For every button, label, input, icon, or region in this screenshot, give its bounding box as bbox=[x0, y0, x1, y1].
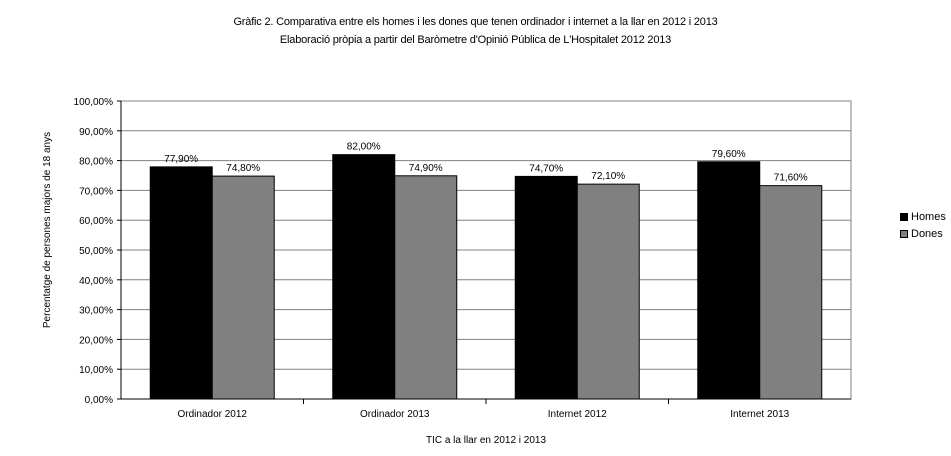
legend-item-homes: Homes bbox=[900, 211, 946, 223]
data-label: 72,10% bbox=[591, 171, 625, 182]
legend-label-homes: Homes bbox=[911, 211, 946, 223]
y-tick-label: 90,00% bbox=[79, 127, 113, 138]
data-label: 74,70% bbox=[529, 163, 563, 174]
chart-subtitle: Elaboració pròpia a partir del Baròmetre… bbox=[279, 34, 672, 46]
bar-dones bbox=[759, 185, 823, 400]
y-tick-label: 10,00% bbox=[79, 365, 113, 376]
x-tick-label: Ordinador 2013 bbox=[360, 409, 430, 420]
y-tick-label: 70,00% bbox=[79, 186, 113, 197]
data-label: 77,90% bbox=[164, 154, 198, 165]
bar-homes bbox=[514, 175, 578, 400]
y-tick-label: 60,00% bbox=[79, 216, 113, 227]
data-label: 79,60% bbox=[712, 149, 746, 160]
y-tick-label: 30,00% bbox=[79, 306, 113, 317]
bar-dones bbox=[394, 175, 458, 400]
y-tick-label: 50,00% bbox=[79, 246, 113, 257]
y-axis-title: Percentatge de persones majors de 18 any… bbox=[42, 132, 53, 328]
data-label: 74,90% bbox=[409, 163, 443, 174]
data-label: 82,00% bbox=[347, 142, 381, 153]
y-tick-label: 100,00% bbox=[74, 97, 114, 108]
chart-title: Gràfic 2. Comparativa entre els homes i … bbox=[233, 16, 718, 28]
y-tick-label: 40,00% bbox=[79, 276, 113, 287]
bar-dones bbox=[576, 183, 640, 400]
legend-label-dones: Dones bbox=[911, 228, 943, 240]
bar-homes bbox=[697, 161, 761, 400]
bar-dones bbox=[211, 175, 275, 400]
legend-item-dones: Dones bbox=[900, 228, 943, 240]
data-label: 71,60% bbox=[774, 173, 808, 184]
x-tick-label: Ordinador 2012 bbox=[178, 409, 248, 420]
y-tick-label: 20,00% bbox=[79, 335, 113, 346]
bar-homes bbox=[149, 166, 213, 400]
y-tick-label: 0,00% bbox=[85, 395, 113, 406]
x-axis-title: TIC a la llar en 2012 i 2013 bbox=[426, 435, 547, 446]
y-tick-label: 80,00% bbox=[79, 157, 113, 168]
legend-swatch-homes bbox=[900, 213, 908, 221]
x-tick-label: Internet 2013 bbox=[730, 409, 789, 420]
legend-swatch-dones bbox=[900, 230, 908, 238]
bar-homes bbox=[332, 154, 396, 400]
x-tick-label: Internet 2012 bbox=[548, 409, 607, 420]
data-label: 74,80% bbox=[226, 163, 260, 174]
